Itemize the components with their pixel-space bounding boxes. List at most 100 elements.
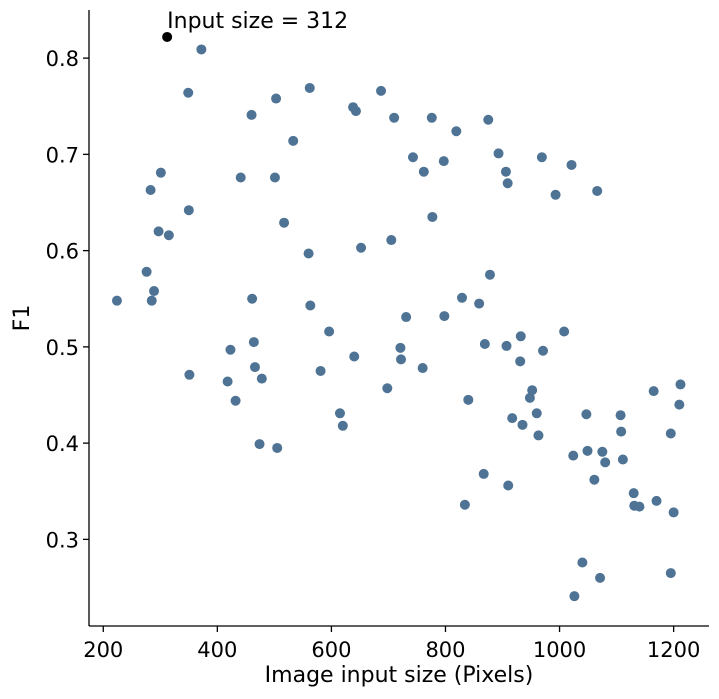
data-point xyxy=(183,87,194,98)
data-point xyxy=(634,501,645,512)
data-point xyxy=(153,226,164,237)
x-tick-label: 600 xyxy=(311,638,351,662)
data-point xyxy=(141,266,152,277)
y-tick-label: 0.6 xyxy=(46,240,79,264)
data-point xyxy=(651,495,662,506)
data-point xyxy=(334,408,345,419)
data-point xyxy=(483,114,494,125)
data-point xyxy=(493,148,504,159)
data-point xyxy=(474,298,485,309)
data-point xyxy=(356,242,367,253)
data-point xyxy=(256,373,267,384)
data-point xyxy=(111,295,122,306)
data-point xyxy=(386,235,397,246)
data-point xyxy=(145,184,156,195)
data-point xyxy=(146,295,157,306)
data-point xyxy=(350,106,361,117)
data-point xyxy=(389,112,400,123)
data-point xyxy=(559,326,570,337)
x-tick-label: 200 xyxy=(83,638,123,662)
data-point xyxy=(457,292,468,303)
data-point xyxy=(479,338,490,349)
data-point xyxy=(648,386,659,397)
data-point xyxy=(616,426,627,437)
highlight-label: Input size = 312 xyxy=(167,9,348,34)
data-point xyxy=(184,369,195,380)
y-ticks: 0.3 0.4 0.5 0.6 0.7 0.8 xyxy=(46,47,89,552)
data-point xyxy=(600,457,611,468)
data-point xyxy=(478,468,489,479)
data-point xyxy=(515,356,526,367)
data-point xyxy=(536,152,547,163)
data-point xyxy=(484,269,495,280)
x-ticks: 200 400 600 800 1000 1200 xyxy=(83,626,700,662)
data-point xyxy=(582,445,593,456)
y-tick-label: 0.8 xyxy=(46,47,79,71)
data-point xyxy=(438,156,449,167)
data-point xyxy=(230,395,241,406)
data-point xyxy=(337,420,348,431)
data-point xyxy=(533,430,544,441)
data-point xyxy=(235,172,246,183)
y-tick-label: 0.5 xyxy=(46,336,79,360)
x-tick-label: 800 xyxy=(425,638,465,662)
data-point xyxy=(451,126,462,137)
data-point xyxy=(417,363,428,374)
data-point xyxy=(427,211,438,222)
highlight-point xyxy=(162,31,173,42)
data-point xyxy=(665,428,676,439)
data-point xyxy=(247,293,258,304)
data-point xyxy=(395,342,406,353)
y-tick-label: 0.4 xyxy=(46,432,79,456)
data-point xyxy=(502,178,513,189)
data-point xyxy=(225,344,236,355)
data-point xyxy=(592,185,603,196)
x-tick-label: 1000 xyxy=(533,638,586,662)
data-point xyxy=(675,379,686,390)
data-point xyxy=(426,112,437,123)
data-point xyxy=(566,159,577,170)
y-axis-label: F1 xyxy=(10,305,35,332)
data-point xyxy=(418,166,429,177)
data-point xyxy=(515,331,526,342)
data-point xyxy=(577,557,588,568)
data-point xyxy=(272,442,283,453)
data-point xyxy=(407,152,418,163)
data-point xyxy=(628,488,639,499)
y-tick-label: 0.7 xyxy=(46,143,79,167)
data-point xyxy=(271,93,282,104)
data-point xyxy=(665,568,676,579)
data-point xyxy=(668,507,679,518)
data-point xyxy=(249,362,260,373)
data-point xyxy=(507,413,518,424)
x-axis-label: Image input size (Pixels) xyxy=(265,663,534,688)
data-point xyxy=(550,189,561,200)
data-point xyxy=(581,409,592,420)
data-point xyxy=(531,408,542,419)
data-point xyxy=(155,167,166,178)
data-point xyxy=(305,300,316,311)
data-points xyxy=(111,44,686,602)
data-point xyxy=(304,82,315,93)
data-point xyxy=(500,166,511,177)
y-tick-label: 0.3 xyxy=(46,528,79,552)
x-tick-label: 1200 xyxy=(647,638,700,662)
data-point xyxy=(222,376,233,387)
axes: 200 400 600 800 1000 1200 0.3 0.4 0.5 0.6 0.7 0.8 xyxy=(46,10,709,662)
data-point xyxy=(254,439,265,450)
data-point xyxy=(149,286,160,297)
data-point xyxy=(269,172,280,183)
data-point xyxy=(524,392,535,403)
data-point xyxy=(376,85,387,96)
data-point xyxy=(288,135,299,146)
data-point xyxy=(527,385,538,396)
data-point xyxy=(248,337,259,348)
data-point xyxy=(568,450,579,461)
data-point xyxy=(183,205,194,216)
data-point xyxy=(463,394,474,405)
data-point xyxy=(589,474,600,485)
data-point xyxy=(382,383,393,394)
data-point xyxy=(501,340,512,351)
data-point xyxy=(163,230,174,241)
